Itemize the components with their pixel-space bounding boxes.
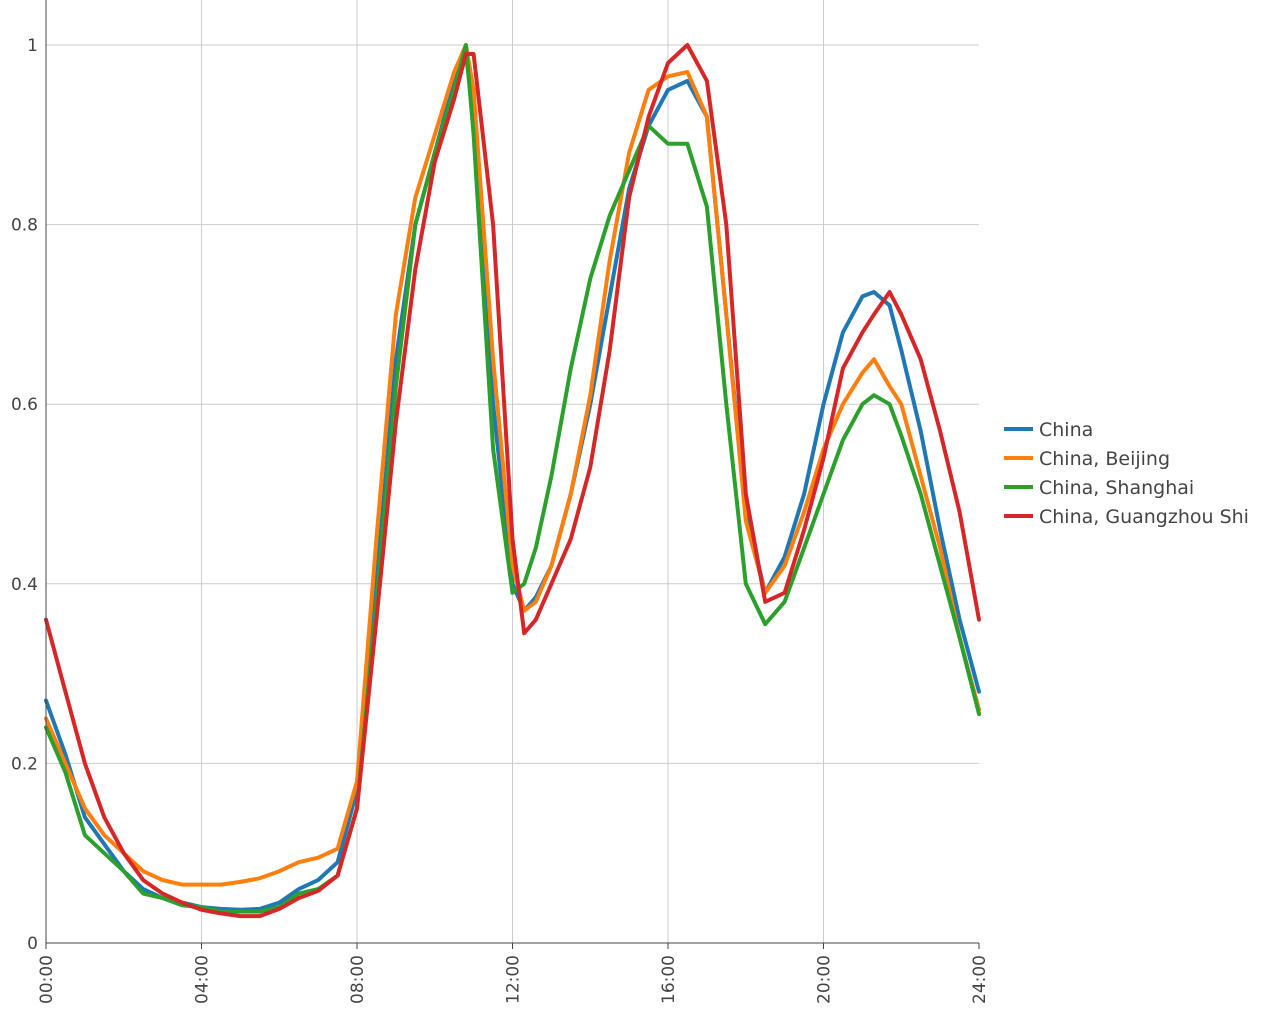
legend-label: China, Beijing bbox=[1039, 448, 1170, 470]
legend[interactable]: China China, Beijing China, Shanghai China,… bbox=[1004, 419, 1249, 528]
x-tick-label: 08:00 bbox=[348, 955, 368, 1004]
y-tick-label: 0 bbox=[27, 934, 38, 954]
legend-item[interactable]: China, Shanghai bbox=[1004, 477, 1194, 499]
x-tick-label: 16:00 bbox=[659, 955, 679, 1004]
x-tick-label: 04:00 bbox=[193, 955, 213, 1004]
x-tick-label: 00:00 bbox=[37, 955, 57, 1004]
legend-item[interactable]: China, Guangzhou Shi bbox=[1004, 506, 1249, 528]
y-tick-label: 0.6 bbox=[11, 395, 38, 415]
y-tick-label: 0.2 bbox=[11, 754, 38, 774]
legend-label: China, Guangzhou Shi bbox=[1039, 506, 1249, 528]
y-tick-label: 0.8 bbox=[11, 216, 38, 236]
series-line-china-guangzhou-shi bbox=[44, 43, 981, 919]
grid bbox=[46, 0, 979, 943]
legend-label: China bbox=[1039, 419, 1093, 441]
y-tick-label: 1 bbox=[27, 36, 38, 56]
legend-item[interactable]: China, Beijing bbox=[1004, 448, 1170, 470]
legend-item[interactable]: China bbox=[1004, 419, 1093, 441]
legend-label: China, Shanghai bbox=[1039, 477, 1194, 499]
x-tick-label: 12:00 bbox=[504, 955, 524, 1004]
x-tick-label: 20:00 bbox=[815, 955, 835, 1004]
series-lines bbox=[44, 43, 981, 919]
axes: 0 0.2 0.4 0.6 0.8 1 00:00 04:00 08:00 12:00 16:00 2… bbox=[11, 0, 990, 1004]
x-tick-label: 24:00 bbox=[970, 955, 990, 1004]
y-tick-label: 0.4 bbox=[11, 575, 38, 595]
